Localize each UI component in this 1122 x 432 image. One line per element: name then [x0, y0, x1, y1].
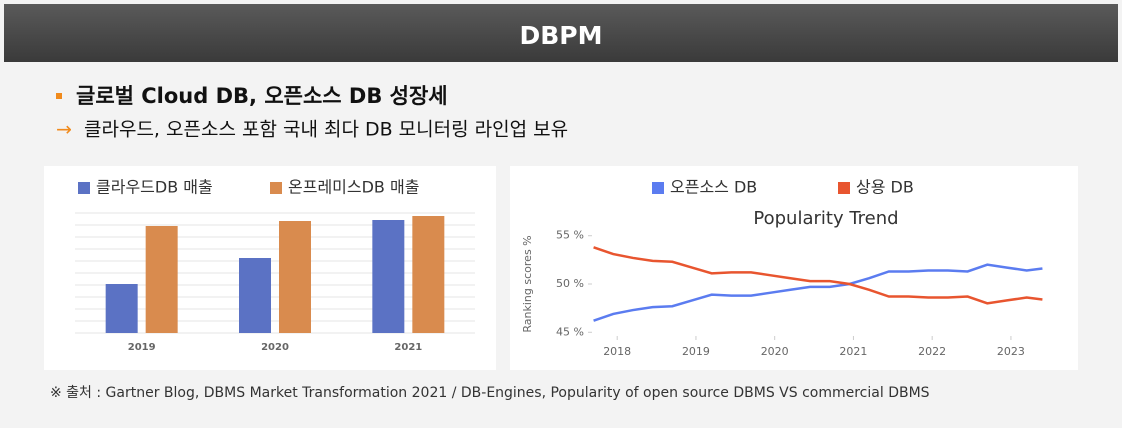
chart-panel	[510, 166, 1078, 370]
y-tick-label: 45 %	[556, 325, 584, 338]
x-tick-label: 2019	[128, 342, 156, 353]
y-tick-label: 55 %	[556, 229, 584, 242]
source-note: ※ 출처 : Gartner Blog, DBMS Market Transfo…	[50, 385, 930, 401]
legend-label: 상용 DB	[856, 178, 914, 197]
legend-swatch	[838, 182, 850, 194]
bullet-heading: 글로벌 Cloud DB, 오픈소스 DB 성장세	[76, 84, 448, 108]
legend-label: 클라우드DB 매출	[96, 178, 213, 197]
legend-swatch	[652, 182, 664, 194]
x-tick-label: 2021	[839, 345, 867, 358]
bar	[372, 220, 405, 333]
x-tick-label: 2019	[682, 345, 710, 358]
bar	[279, 221, 311, 333]
chart-title: Popularity Trend	[753, 208, 898, 229]
x-tick-label: 2020	[761, 345, 789, 358]
x-tick-label: 2018	[603, 345, 631, 358]
bar	[239, 258, 271, 333]
x-tick-label: 2020	[261, 342, 289, 353]
bar	[145, 226, 178, 333]
x-tick-label: 2022	[918, 345, 946, 358]
legend-swatch	[78, 182, 90, 194]
legend-swatch	[270, 182, 282, 194]
bar	[105, 284, 138, 333]
x-tick-label: 2021	[394, 342, 422, 353]
x-tick-label: 2023	[997, 345, 1025, 358]
legend-label: 온프레미스DB 매출	[288, 178, 419, 197]
series-line	[593, 263, 1043, 322]
bullet-square	[56, 93, 62, 99]
arrow-icon: →	[56, 119, 72, 141]
bar	[412, 216, 445, 333]
bullet-sub: 클라우드, 오픈소스 포함 국내 최다 DB 모니터링 라인업 보유	[84, 119, 568, 141]
header-bar	[4, 4, 1118, 62]
legend-label: 오픈소스 DB	[670, 178, 757, 197]
y-tick-label: 50 %	[556, 277, 584, 290]
header-title: DBPM	[519, 21, 602, 50]
series-line	[593, 246, 1043, 305]
y-axis-label: Ranking scores %	[521, 235, 534, 332]
